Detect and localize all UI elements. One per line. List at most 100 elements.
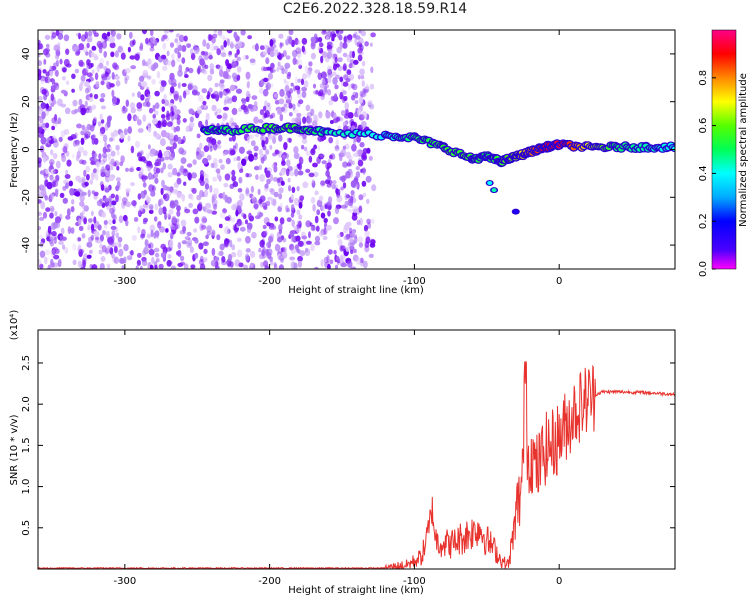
heat-cell [186,231,192,237]
heat-cell [39,170,45,175]
heat-cell [84,100,88,108]
heat-cell [311,178,315,184]
heat-cell [154,252,160,258]
heat-cell [95,81,100,88]
heat-cell [55,216,61,224]
heat-cell [165,113,171,121]
heat-cell [101,211,106,218]
heat-cell [369,83,375,90]
heat-cell [139,45,144,51]
heat-cell [170,232,174,240]
snr-ylabel: SNR (10 * v/v) [9,414,20,485]
heat-cell [53,169,59,174]
heat-cell [212,201,217,210]
heat-cell [287,71,292,77]
heat-cell [192,46,199,51]
heat-cell [308,231,311,239]
heat-cell [303,146,308,152]
heat-cell [260,135,264,141]
heat-cell [348,227,353,234]
heat-cell [263,154,267,161]
heat-cell [197,203,203,211]
heat-cell [168,222,173,227]
heat-cell [208,87,213,93]
heat-cell [177,44,183,52]
heat-cell [207,225,211,233]
heat-cell [115,194,119,203]
heat-cell [322,235,328,241]
heat-cell [327,249,333,255]
heat-cell [317,37,323,43]
heat-cell [75,32,82,37]
heat-cell [95,236,100,241]
heat-cell [74,139,80,145]
heat-cell [102,155,108,163]
heat-cell [346,151,351,159]
heat-cell [192,89,198,96]
heat-cell [101,202,106,209]
heat-cell [297,248,301,254]
heat-cell [38,126,43,134]
heat-cell [202,100,207,106]
heat-cell [333,250,337,255]
heat-cell [238,262,244,268]
heat-cell [110,30,116,37]
heat-cell [115,80,121,87]
heat-cell [38,109,42,115]
heat-cell [278,98,285,105]
heat-cell [65,63,72,68]
heat-cell [99,98,105,103]
heat-cell [279,88,285,97]
heat-cell [198,242,204,250]
heat-cell [147,61,153,70]
heat-cell [236,237,242,242]
heat-cell [364,230,370,238]
heat-cell [160,138,166,147]
heat-cell [293,152,300,160]
heat-cell [273,176,278,182]
heat-cell [49,174,54,181]
heat-cell [265,200,271,207]
heat-cell [111,89,115,98]
heat-cell [192,159,197,166]
heat-cell [351,230,355,237]
heat-cell [301,45,305,53]
heat-cell [316,199,323,208]
heat-cell [77,237,82,242]
heat-cell [152,118,158,125]
heat-cell [170,265,176,269]
heat-cell [364,240,370,249]
heat-cell [157,120,162,129]
heat-cell [356,135,361,143]
heat-cell [280,106,285,112]
heat-cell [206,154,212,161]
heat-cell [188,67,194,74]
heat-cell [100,171,106,177]
heat-cell [183,35,188,42]
heat-cell [52,222,58,229]
heat-cell [122,69,127,77]
heat-cell [80,74,86,82]
heat-cell [279,217,285,225]
heat-cell [217,65,223,71]
heat-cell [180,219,187,227]
heat-cell [194,252,199,259]
heat-cell [67,136,74,141]
heat-cell [328,48,334,57]
heat-cell [247,104,253,109]
heat-cell [224,150,229,155]
heat-cell [342,65,347,72]
heat-cell [148,107,154,114]
heat-cell [349,245,355,251]
heat-cell [91,69,95,75]
heat-cell [296,186,300,192]
heat-cell [175,33,181,38]
heat-cell [198,94,204,102]
heat-cell [231,95,238,103]
heat-cell [147,125,152,133]
heat-cell [335,204,342,209]
heat-cell [342,182,347,189]
heat-cell [210,259,217,267]
heat-cell [169,86,175,94]
heat-cell [81,233,86,239]
